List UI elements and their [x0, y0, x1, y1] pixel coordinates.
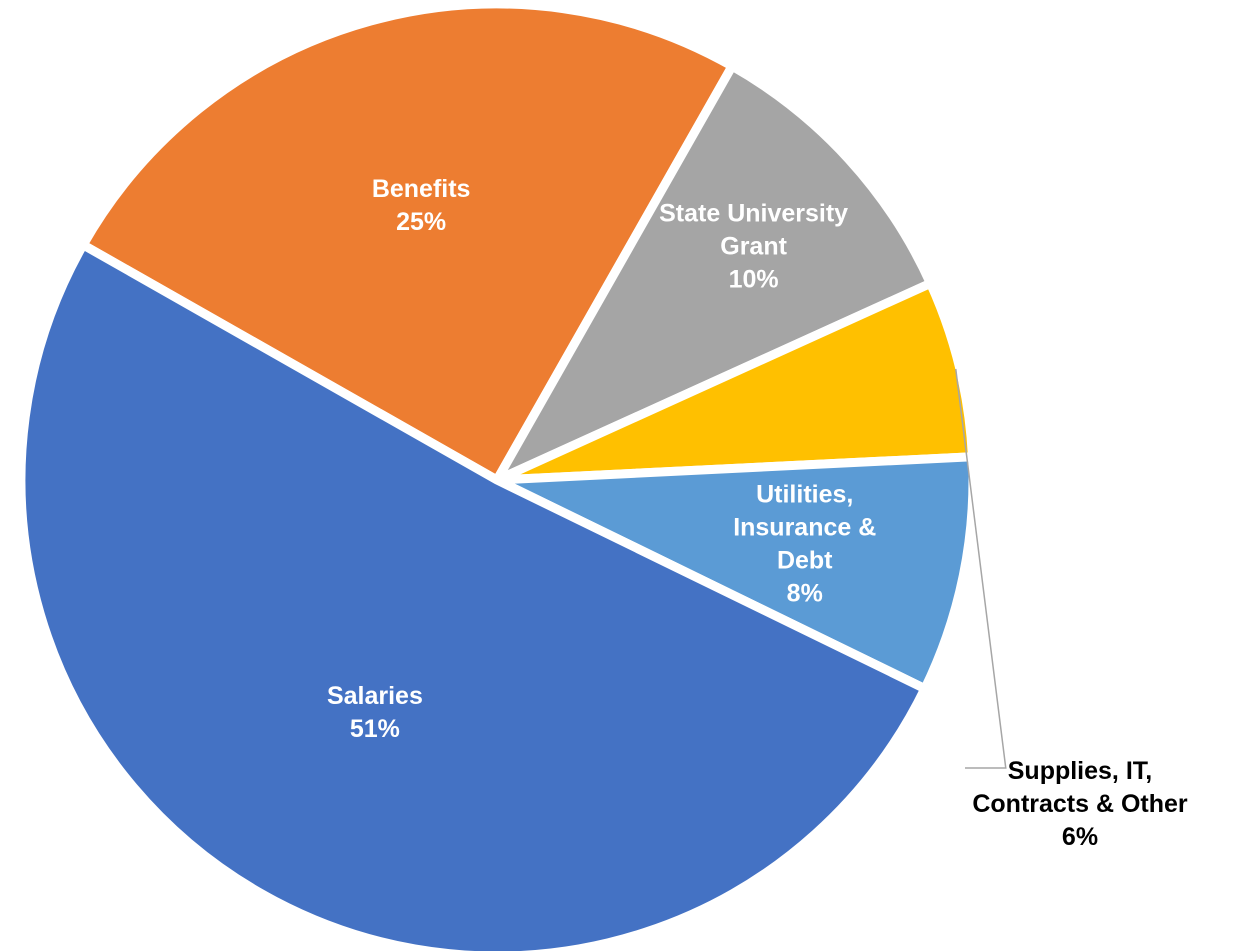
data-label-category: Contracts & Other	[972, 790, 1188, 818]
data-label-category: Salaries	[327, 682, 423, 710]
data-label-state-university-grant: State University Grant 10%	[659, 200, 848, 294]
leader-lines	[955, 368, 1007, 769]
data-label-supplies-it-contracts-other: Supplies, IT, Contracts & Other 6%	[972, 757, 1188, 851]
pie-slices	[16, 0, 978, 951]
pie-slice-benefits	[78, 0, 737, 485]
data-label-category: Grant	[720, 233, 787, 261]
data-label-utilities-insurance-debt: Utilities, Insurance & Debt 8%	[733, 481, 876, 608]
data-label-value: 6%	[1062, 823, 1098, 851]
data-label-salaries: Salaries 51%	[327, 682, 423, 743]
data-labels: Benefits 25% State University Grant 10% Suppl…	[327, 175, 1188, 851]
data-label-category: State University	[659, 200, 848, 228]
data-label-category: Insurance &	[733, 514, 876, 542]
data-label-category: Supplies, IT,	[1008, 757, 1152, 785]
data-label-value: 51%	[350, 715, 400, 743]
pie-slice-salaries	[16, 240, 930, 951]
pie-slice-utilities-insurance-debt	[492, 452, 978, 694]
data-label-benefits: Benefits 25%	[372, 175, 471, 236]
data-label-value: 25%	[396, 208, 446, 236]
data-label-category: Utilities,	[756, 481, 853, 509]
data-label-category: Debt	[777, 547, 833, 575]
data-label-value: 8%	[787, 580, 823, 608]
leader-line-supplies-it-contracts-other	[955, 368, 1007, 769]
data-label-value: 10%	[729, 266, 779, 294]
pie-slice-state-university-grant	[492, 61, 935, 485]
data-label-category: Benefits	[372, 175, 471, 203]
pie-slice-supplies-it-contracts-other	[492, 278, 977, 485]
